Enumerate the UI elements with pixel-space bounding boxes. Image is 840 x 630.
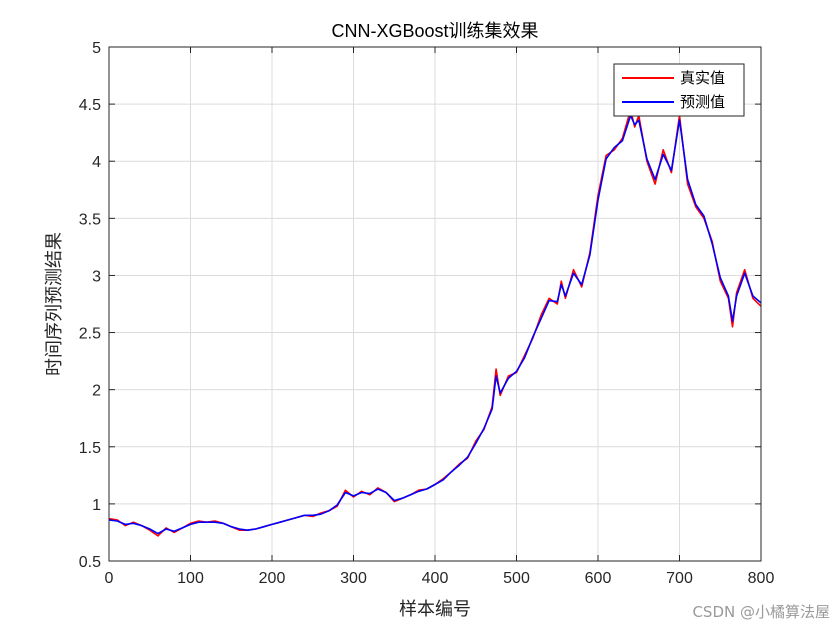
x-tick-label: 800	[748, 570, 775, 587]
y-tick-label: 3.5	[79, 211, 101, 228]
x-tick-label: 200	[259, 570, 286, 587]
watermark: CSDN @小橘算法屋	[692, 603, 830, 621]
series-lines	[108, 109, 762, 537]
y-tick-label: 2	[92, 383, 101, 400]
series-line-1	[108, 114, 762, 535]
y-tick-label: 0.5	[79, 554, 101, 571]
x-tick-label: 0	[105, 570, 114, 587]
x-axis-label: 样本编号	[399, 599, 471, 620]
y-axis-label: 时间序列预测结果	[44, 232, 65, 376]
axis-ticks: 0 100 200 300 400 500 600 700 800 0.5 1 1.5 2 2.5 3 3.5…	[79, 40, 775, 587]
y-tick-label: 1	[92, 497, 101, 514]
x-tick-label: 700	[666, 570, 693, 587]
legend-box	[613, 63, 745, 117]
chart-title: CNN-XGBoost训练集效果	[331, 21, 538, 41]
legend: 真实值 预测值	[613, 63, 745, 117]
x-tick-label: 600	[585, 570, 612, 587]
y-tick-label: 1.5	[79, 440, 101, 457]
y-tick-label: 2.5	[79, 326, 101, 343]
legend-label-true: 真实值	[680, 69, 725, 87]
y-tick-label: 3	[92, 268, 101, 285]
x-tick-label: 300	[340, 570, 367, 587]
x-tick-label: 500	[503, 570, 530, 587]
legend-label-pred: 预测值	[680, 93, 725, 111]
y-tick-label: 4	[92, 154, 101, 171]
x-tick-label: 100	[177, 570, 204, 587]
x-tick-label: 400	[422, 570, 449, 587]
y-tick-label: 4.5	[79, 97, 101, 114]
y-tick-label: 5	[92, 40, 101, 57]
